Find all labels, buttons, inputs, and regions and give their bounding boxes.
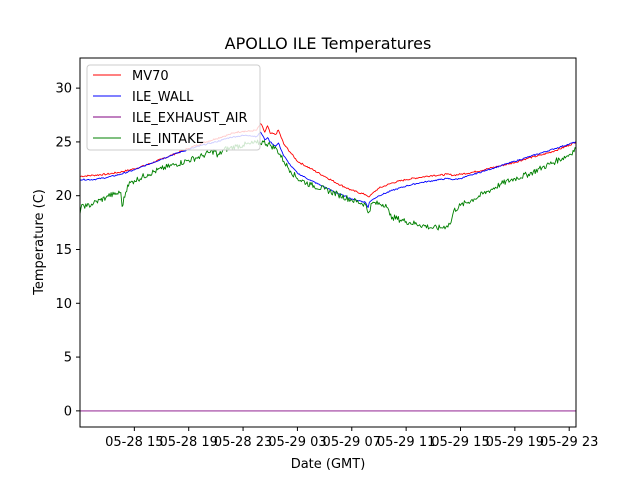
legend-label-ile-wall: ILE_WALL (132, 90, 194, 105)
y-tick-label: 20 (55, 189, 72, 204)
x-tick-label: 05-29 19 (486, 435, 544, 450)
legend-label-mv70: MV70 (132, 69, 169, 84)
y-tick-label: 30 (55, 82, 72, 97)
y-tick-label: 25 (55, 135, 72, 150)
legend-label-ile-intake: ILE_INTAKE (132, 132, 204, 147)
y-tick-label: 15 (55, 243, 72, 258)
x-tick-label: 05-29 03 (268, 435, 326, 450)
x-tick-label: 05-28 23 (214, 435, 272, 450)
chart-title: APOLLO ILE Temperatures (225, 34, 432, 53)
legend-label-ile-exhaust-air: ILE_EXHAUST_AIR (132, 111, 248, 126)
y-axis-label: Temperature (C) (32, 189, 47, 296)
x-tick-label: 05-29 11 (377, 435, 435, 450)
y-tick-label: 0 (64, 404, 72, 419)
y-axis: 0 5 10 15 20 25 30 (55, 82, 80, 419)
x-axis-label: Date (GMT) (291, 457, 366, 472)
x-tick-label: 05-28 19 (159, 435, 217, 450)
plot-area-frame (79, 57, 577, 428)
x-tick-label: 05-29 23 (540, 435, 598, 450)
series-line-ile-intake (80, 139, 576, 231)
x-tick-label: 05-29 15 (431, 435, 489, 450)
legend-frame (86, 64, 261, 151)
y-tick-label: 5 (64, 351, 72, 366)
y-tick-label: 10 (55, 297, 72, 312)
x-tick-label: 05-28 15 (105, 435, 163, 450)
series-layer (80, 123, 576, 412)
series-line-mv70 (80, 123, 576, 198)
x-tick-label: 05-29 07 (323, 435, 381, 450)
legend: MV70 ILE_WALL ILE_EXHAUST_AIR ILE_INTAKE (86, 64, 261, 151)
